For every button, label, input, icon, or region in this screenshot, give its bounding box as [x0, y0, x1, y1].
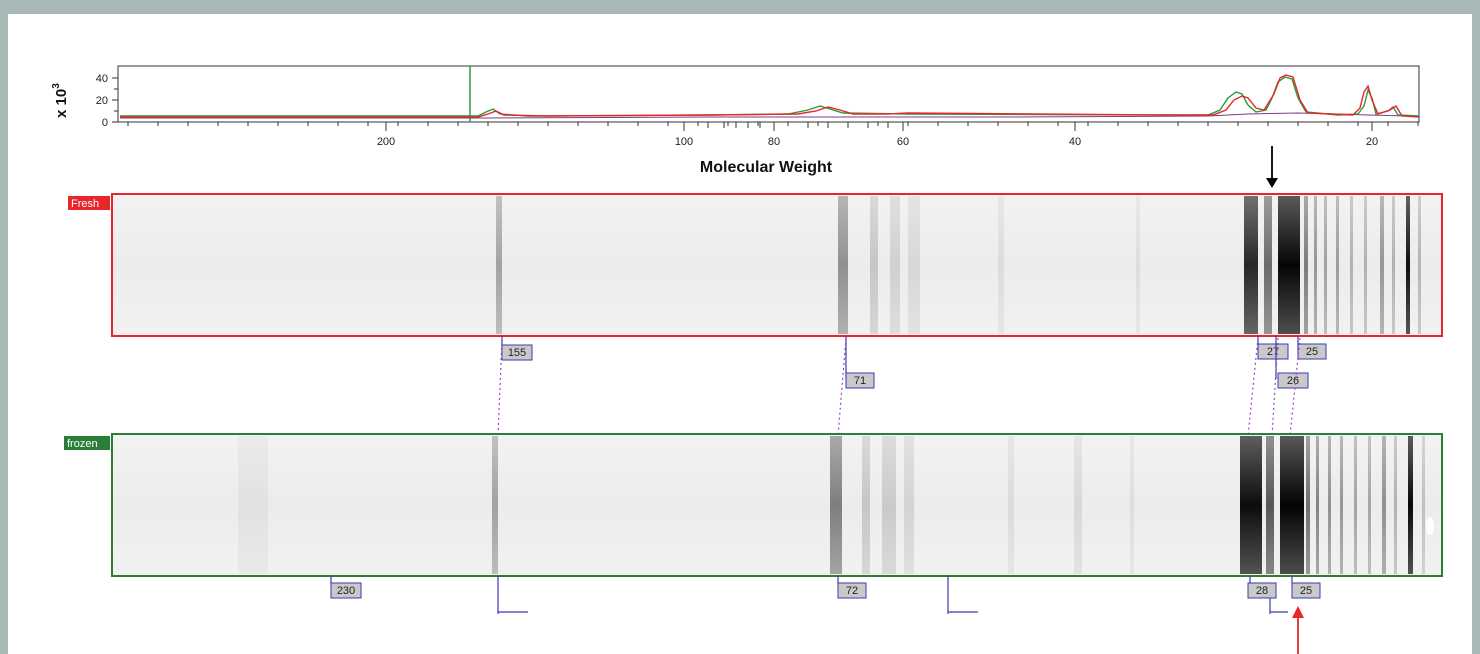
band-label-box — [1277, 372, 1309, 389]
figure-frame: 40 20 0 x 103 200 100 80 60 40 20 Molecu… — [8, 14, 1472, 654]
band-label: 71 — [854, 375, 866, 387]
frozen-lane-label: frozen — [67, 438, 98, 450]
band-label-box — [837, 582, 867, 599]
frozen-lane-frame — [111, 433, 1443, 577]
band-label: 25 — [1300, 585, 1312, 597]
frozen-lane-tag — [64, 436, 110, 450]
band-label-box — [1291, 582, 1321, 599]
band-label: 230 — [337, 585, 355, 597]
fresh-lane-label: Fresh — [71, 198, 99, 210]
x-axis-label: Molecular Weight — [700, 159, 833, 176]
band-label-box — [501, 344, 533, 361]
band-label: 72 — [846, 585, 858, 597]
down-arrow-icon — [1266, 146, 1278, 188]
density-plot: 40 20 0 x 103 200 100 80 60 40 20 Molecu… — [51, 65, 1420, 176]
x-tick-label: 20 — [1366, 136, 1378, 148]
y-axis-label: x 103 — [51, 83, 70, 118]
fresh-lane: Fresh — [68, 193, 1443, 337]
y-axis-label-base: x 10 — [53, 89, 70, 118]
x-tick-label: 40 — [1069, 136, 1081, 148]
y-tick-label: 0 — [102, 117, 108, 129]
x-axis-major-ticks — [385, 122, 1373, 131]
up-arrow-icon — [1292, 606, 1304, 654]
y-axis — [112, 77, 118, 123]
plot-frame — [117, 65, 1420, 123]
x-tick-label: 200 — [377, 136, 395, 148]
band-label: 25 — [1306, 346, 1318, 358]
band-label-box — [1247, 582, 1277, 599]
trace-other — [120, 112, 1420, 119]
y-axis-label-exponent: 3 — [51, 83, 62, 89]
fresh-lane-tag — [68, 196, 110, 210]
band-links — [497, 337, 1301, 437]
fresh-band-labels: 155 71 27 25 26 — [501, 336, 1327, 389]
x-tick-label: 80 — [768, 136, 780, 148]
band-label: 155 — [508, 347, 526, 359]
fresh-lane-frame — [111, 193, 1443, 337]
frozen-lane: frozen — [64, 433, 1443, 577]
x-tick-label: 60 — [897, 136, 909, 148]
band-label: 26 — [1287, 375, 1299, 387]
band-label: 28 — [1256, 585, 1268, 597]
band-label-box — [845, 372, 875, 389]
x-tick-label: 100 — [675, 136, 693, 148]
band-label: 27 — [1267, 346, 1279, 358]
band-label-box — [330, 582, 362, 599]
band-label-box — [1297, 343, 1327, 360]
frozen-band-labels: 230 72 28 25 — [330, 576, 1321, 614]
trace-fresh — [120, 74, 1420, 118]
x-axis-minor-ticks — [127, 122, 1419, 128]
gel-figure: 40 20 0 x 103 200 100 80 60 40 20 Molecu… — [51, 65, 1443, 654]
band-label-box — [1257, 343, 1289, 360]
y-tick-label: 20 — [96, 95, 108, 107]
y-tick-label: 40 — [96, 73, 108, 85]
